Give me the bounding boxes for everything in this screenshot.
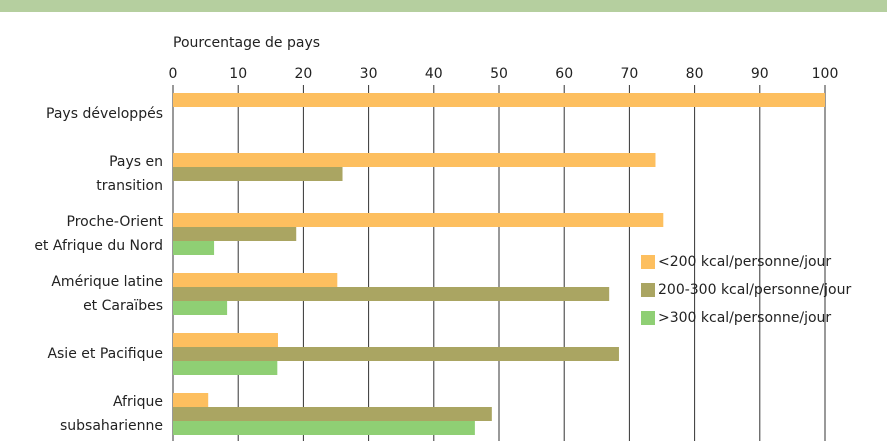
x-tick-label: 50 bbox=[490, 66, 508, 82]
legend-label: <200 kcal/personne/jour bbox=[658, 254, 831, 270]
bar bbox=[173, 213, 664, 227]
x-tick-label: 80 bbox=[686, 66, 704, 82]
bar bbox=[173, 393, 209, 407]
top-band bbox=[0, 0, 887, 12]
y-tick-label: Afrique subsaharienne bbox=[60, 394, 163, 434]
legend-swatch bbox=[641, 283, 655, 297]
x-tick-label: 100 bbox=[812, 66, 839, 82]
x-tick-label: 10 bbox=[229, 66, 247, 82]
x-tick-label: 70 bbox=[620, 66, 638, 82]
x-tick-label: 20 bbox=[294, 66, 312, 82]
bar bbox=[173, 407, 492, 421]
y-tick-label: Pays développés bbox=[46, 106, 163, 122]
bar bbox=[173, 361, 278, 375]
bar bbox=[173, 227, 297, 241]
bar bbox=[173, 241, 215, 255]
x-tick-label: 30 bbox=[360, 66, 378, 82]
bar bbox=[173, 333, 278, 347]
legend-label: >300 kcal/personne/jour bbox=[658, 310, 831, 326]
bar bbox=[173, 167, 343, 181]
x-tick-label: 40 bbox=[425, 66, 443, 82]
legend-swatch bbox=[641, 311, 655, 325]
bar bbox=[173, 347, 619, 361]
y-tick-label: Proche-Orient et Afrique du Nord bbox=[34, 214, 163, 254]
bar bbox=[173, 273, 338, 287]
x-tick-label: 0 bbox=[169, 66, 178, 82]
axis-title: Pourcentage de pays bbox=[173, 35, 320, 51]
x-tick-label: 60 bbox=[555, 66, 573, 82]
bar bbox=[173, 287, 610, 301]
y-tick-label: Asie et Pacifique bbox=[47, 346, 163, 362]
y-tick-label: Amérique latine et Caraïbes bbox=[51, 274, 163, 314]
bar bbox=[173, 153, 656, 167]
bar bbox=[173, 93, 825, 107]
bar bbox=[173, 421, 475, 435]
y-tick-label: Pays en transition bbox=[96, 154, 163, 194]
legend-label: 200-300 kcal/personne/jour bbox=[658, 282, 851, 298]
legend-swatch bbox=[641, 255, 655, 269]
bar bbox=[173, 301, 228, 315]
x-tick-label: 90 bbox=[751, 66, 769, 82]
